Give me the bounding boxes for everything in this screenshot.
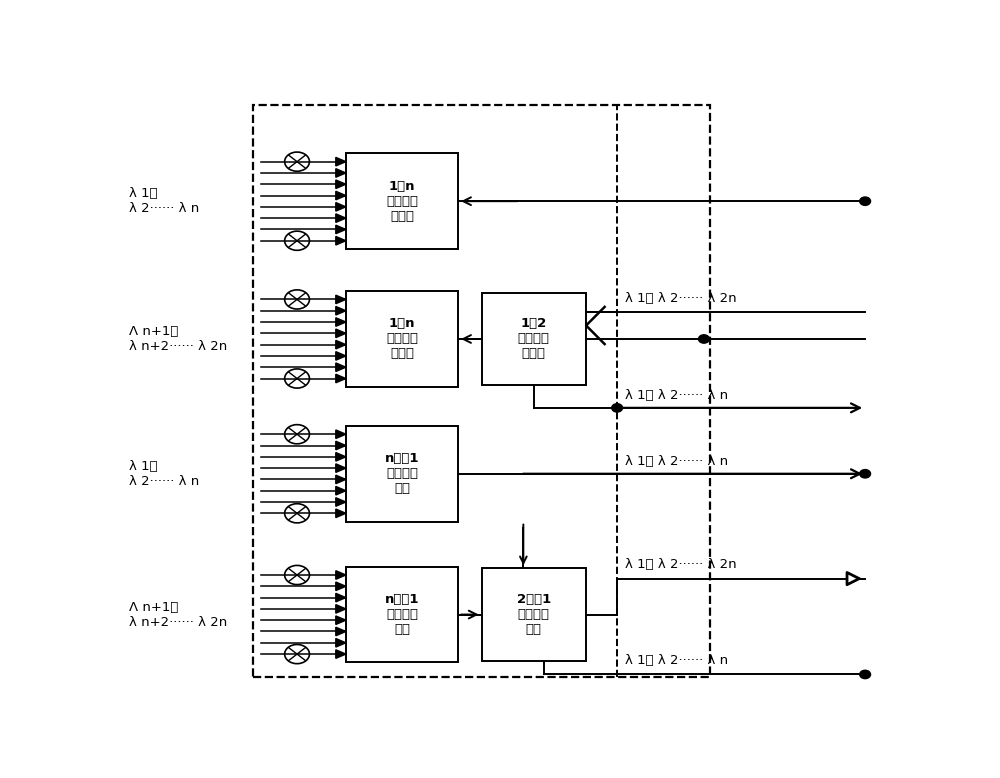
Polygon shape [336, 374, 346, 383]
Polygon shape [336, 295, 346, 303]
Text: n复用1
波分复用
单元: n复用1 波分复用 单元 [385, 593, 419, 636]
Polygon shape [336, 582, 346, 591]
Polygon shape [336, 202, 346, 211]
Text: λ 1、 λ 2······ λ n: λ 1、 λ 2······ λ n [625, 455, 728, 468]
Text: λ 1、 λ 2······ λ n: λ 1、 λ 2······ λ n [625, 654, 728, 668]
Polygon shape [336, 441, 346, 450]
Polygon shape [336, 453, 346, 461]
Polygon shape [336, 157, 346, 166]
Polygon shape [336, 214, 346, 223]
Polygon shape [336, 430, 346, 439]
Polygon shape [336, 237, 346, 245]
FancyBboxPatch shape [346, 426, 458, 522]
FancyBboxPatch shape [346, 153, 458, 249]
Text: 2复用1
波分复用
单元: 2复用1 波分复用 单元 [517, 593, 551, 636]
Polygon shape [336, 571, 346, 580]
Circle shape [860, 671, 871, 678]
Text: 1分n
解波分复
用单元: 1分n 解波分复 用单元 [386, 317, 418, 360]
Polygon shape [336, 475, 346, 484]
Polygon shape [336, 605, 346, 613]
Text: λ 1、 λ 2······ λ 2n: λ 1、 λ 2······ λ 2n [625, 292, 736, 305]
Circle shape [698, 335, 709, 343]
Circle shape [860, 470, 871, 478]
Text: λ 1、
λ 2······ λ n: λ 1、 λ 2······ λ n [129, 187, 199, 216]
FancyBboxPatch shape [346, 291, 458, 387]
Text: 1分n
解波分复
用单元: 1分n 解波分复 用单元 [386, 180, 418, 223]
Polygon shape [336, 627, 346, 636]
FancyBboxPatch shape [346, 566, 458, 663]
Polygon shape [336, 464, 346, 472]
Text: 1分2
解波分复
用单元: 1分2 解波分复 用单元 [518, 317, 550, 360]
FancyBboxPatch shape [482, 568, 586, 661]
Text: λ 1、 λ 2······ λ 2n: λ 1、 λ 2······ λ 2n [625, 559, 736, 571]
Polygon shape [336, 317, 346, 326]
Text: λ 1、 λ 2······ λ n: λ 1、 λ 2······ λ n [625, 389, 728, 402]
Polygon shape [336, 352, 346, 360]
Polygon shape [336, 650, 346, 658]
Polygon shape [336, 498, 346, 506]
Polygon shape [336, 329, 346, 338]
Text: Λ n+1、
λ n+2······ λ 2n: Λ n+1、 λ n+2······ λ 2n [129, 325, 227, 353]
Polygon shape [336, 225, 346, 233]
Polygon shape [336, 307, 346, 315]
Polygon shape [336, 509, 346, 517]
Text: n复用1
波分复用
单元: n复用1 波分复用 单元 [385, 452, 419, 496]
Polygon shape [336, 363, 346, 372]
FancyBboxPatch shape [482, 293, 586, 385]
Circle shape [860, 197, 871, 205]
Polygon shape [336, 616, 346, 625]
Polygon shape [336, 639, 346, 647]
Text: λ 1、
λ 2······ λ n: λ 1、 λ 2······ λ n [129, 460, 199, 488]
Polygon shape [336, 191, 346, 200]
Polygon shape [336, 594, 346, 602]
Polygon shape [336, 340, 346, 349]
Text: Λ n+1、
λ n+2······ λ 2n: Λ n+1、 λ n+2······ λ 2n [129, 601, 227, 629]
Polygon shape [336, 486, 346, 495]
Circle shape [612, 404, 623, 412]
Polygon shape [336, 169, 346, 177]
Polygon shape [336, 180, 346, 188]
